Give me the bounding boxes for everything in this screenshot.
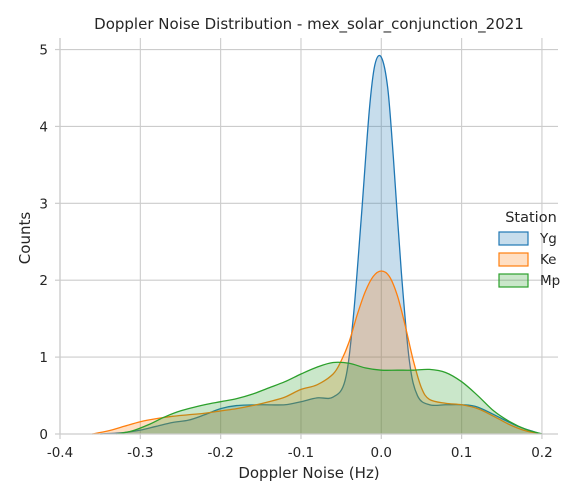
- x-tick-label: -0.1: [288, 445, 314, 461]
- axes-spines: [59, 38, 558, 435]
- y-tick-label: 0: [39, 427, 48, 443]
- chart-title: Doppler Noise Distribution - mex_solar_c…: [94, 15, 524, 34]
- legend-swatch-ke: [498, 252, 529, 267]
- x-tick-label: -0.3: [127, 445, 153, 461]
- series-line-ke: [92, 270, 543, 435]
- x-tick-label: 0.0: [371, 445, 392, 461]
- series-area-mp: [116, 362, 542, 434]
- legend-swatch-mp: [498, 273, 529, 288]
- series-area-ke: [92, 270, 542, 434]
- y-tick-label: 1: [39, 350, 48, 366]
- legend: Station Yg Ke Mp: [498, 210, 560, 289]
- x-tick-label: 0.2: [531, 445, 552, 461]
- y-tick-label: 3: [39, 196, 48, 212]
- x-tick-label: -0.2: [207, 445, 233, 461]
- plot-area: [92, 54, 543, 435]
- x-tick-label: -0.4: [47, 445, 73, 461]
- legend-title: Station: [505, 210, 557, 226]
- y-tick-label: 5: [39, 43, 48, 59]
- series-line-yg: [100, 54, 543, 435]
- legend-label-mp: Mp: [540, 273, 560, 289]
- y-tick-labels: 0 1 2 3 4 5: [39, 43, 60, 443]
- x-axis-label: Doppler Noise (Hz): [238, 464, 379, 482]
- grid: [59, 38, 558, 435]
- series-line-mp: [116, 361, 543, 435]
- y-axis-label: Counts: [16, 212, 34, 265]
- x-tick-labels: -0.4 -0.3 -0.2 -0.1 0.0 0.1 0.2: [47, 434, 553, 461]
- y-tick-label: 2: [39, 273, 48, 289]
- legend-label-yg: Yg: [539, 231, 557, 247]
- legend-label-ke: Ke: [540, 252, 557, 268]
- legend-swatch-yg: [498, 231, 529, 246]
- y-tick-label: 4: [39, 119, 48, 135]
- x-tick-label: 0.1: [451, 445, 472, 461]
